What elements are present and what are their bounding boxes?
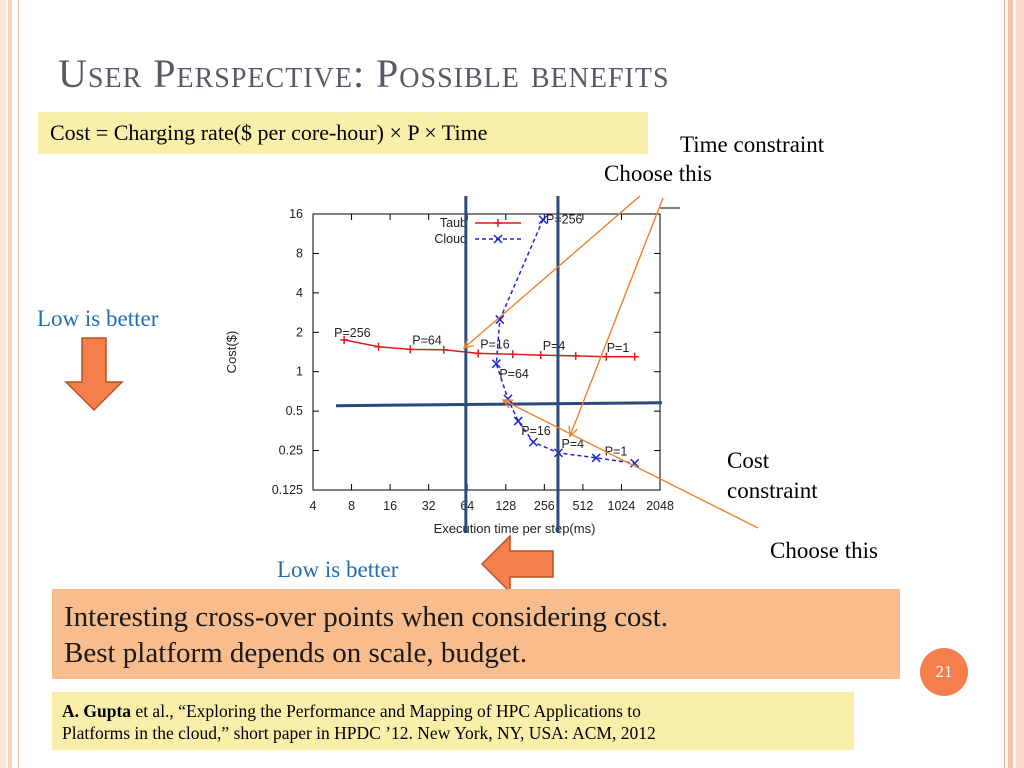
y-axis-label: Cost($) [224, 331, 239, 374]
arrow-to-cost-constraint-point [502, 399, 759, 529]
citation-author: A. Gupta [62, 701, 132, 721]
x-tick-label: 4 [310, 499, 317, 513]
citation-line-1: A. Gupta et al., “Exploring the Performa… [62, 700, 844, 722]
x-tick-label: 512 [572, 499, 593, 513]
y-tick-label: 4 [296, 286, 303, 300]
citation-box: A. Gupta et al., “Exploring the Performa… [52, 692, 854, 750]
data-point [630, 352, 639, 361]
frame-stripe-2 [8, 0, 12, 768]
citation-rest: et al., “Exploring the Performance and M… [131, 701, 641, 721]
data-point [474, 349, 483, 358]
x-tick-label: 32 [422, 499, 436, 513]
cost-constraint-label-line2: constraint [727, 478, 818, 503]
data-point [571, 351, 580, 360]
x-tick-label: 8 [348, 499, 355, 513]
data-point [538, 215, 548, 225]
x-tick-label: 128 [495, 499, 516, 513]
x-tick-label: 2048 [646, 499, 674, 513]
point-annotation: P=64 [412, 333, 442, 347]
conclusion-box: Interesting cross-over points when consi… [52, 589, 900, 679]
data-point [513, 416, 523, 426]
frame-stripe-3 [1008, 0, 1013, 768]
y-tick-label: 16 [289, 207, 303, 221]
point-annotation: P=4 [561, 437, 584, 451]
point-annotation: P=1 [607, 341, 630, 355]
arrow-to-time-constraint-cloud [569, 197, 664, 437]
x-tick-label: 16 [383, 499, 397, 513]
point-annotation: P=16 [480, 337, 510, 351]
series-line-taub [343, 339, 635, 358]
choose-this-top-label: Choose this [604, 161, 712, 186]
citation-line-2: Platforms in the cloud,” short paper in … [62, 723, 656, 743]
point-annotation: P=16 [521, 424, 551, 438]
data-point [495, 315, 505, 325]
y-tick-label: 1 [296, 365, 303, 379]
point-annotation: P=4 [543, 339, 566, 353]
x-tick-label: 1024 [608, 499, 636, 513]
data-point [406, 345, 415, 354]
point-annotation: P=1 [605, 444, 628, 458]
arrow-to-time-constraint-cloud-head [568, 425, 578, 438]
time-constraint-label: Time constraint [680, 132, 825, 157]
y-tick-label: 0.25 [279, 444, 303, 458]
frame-left-line [18, 0, 19, 768]
frame-stripe-1 [0, 0, 6, 768]
x-axis-label: Execution time per step(ms) [434, 521, 596, 536]
data-point [439, 345, 448, 354]
frame-stripe-4 [1016, 0, 1024, 768]
arrow-to-time-constraint-point-head [462, 338, 474, 350]
plot-frame [312, 213, 661, 491]
legend-label-cloud: Cloud [434, 232, 467, 246]
conclusion-line-1: Interesting cross-over points when consi… [64, 601, 669, 633]
point-annotation: P=256 [334, 326, 371, 340]
cost-constraint-label-line1: Cost [727, 448, 770, 473]
data-point [630, 458, 640, 468]
arrow-to-time-constraint-point [463, 195, 641, 349]
page-number-badge: 21 [920, 648, 968, 696]
frame-right-line [1004, 0, 1005, 768]
y-tick-label: 0.125 [272, 483, 303, 497]
data-point [374, 342, 383, 351]
y-tick-label: 8 [296, 246, 303, 260]
page-title: User Perspective: Possible benefits [58, 51, 670, 96]
data-point [491, 359, 501, 369]
data-point [591, 453, 601, 463]
left-arrow-icon [480, 534, 554, 594]
y-tick-label: 2 [296, 325, 303, 339]
data-point [602, 352, 611, 361]
arrow-to-cost-constraint-point-head [501, 399, 514, 409]
cost-formula: Cost = Charging rate($ per core-hour) × … [38, 112, 648, 154]
choose-this-bottom-label: Choose this [770, 538, 878, 563]
y-tick-label: 0.5 [286, 404, 303, 418]
legend-marker [493, 234, 503, 244]
data-point [536, 351, 545, 360]
legend-label-taub: Taub [440, 216, 467, 230]
conclusion-line-2: Best platform depends on scale, budget. [64, 637, 528, 669]
low-is-better-left-label: Low is better [37, 306, 159, 331]
legend-marker [494, 219, 502, 227]
cost-constraint-line [335, 401, 663, 408]
data-point [340, 335, 349, 344]
low-is-better-bottom-label: Low is better [277, 557, 399, 582]
down-arrow-icon [64, 337, 124, 412]
x-tick-label: 256 [534, 499, 555, 513]
point-annotation: P=64 [499, 367, 529, 381]
data-point [508, 350, 517, 359]
plot-layer: 48163264128256512102420480.1250.250.5124… [224, 195, 759, 536]
point-annotation: P=256 [546, 213, 583, 227]
data-point [528, 437, 538, 447]
